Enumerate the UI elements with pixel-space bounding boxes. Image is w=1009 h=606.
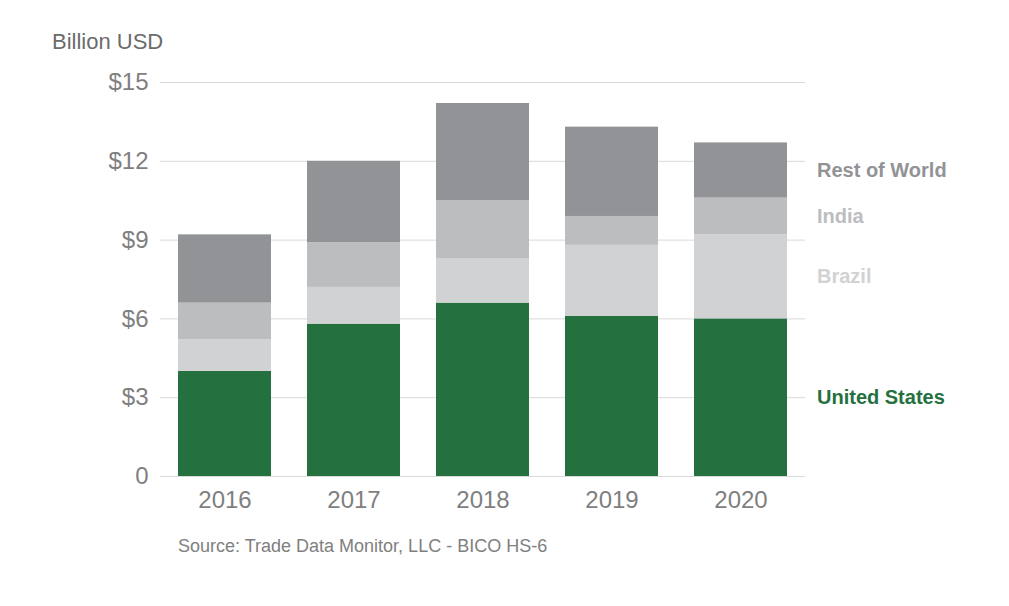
html-text:Billion USD: Billion USD <box>52 29 164 54</box>
svg-text:2018: 2018 <box>456 486 509 513</box>
svg-text:2019: 2019 <box>585 486 638 513</box>
svg-text:2017: 2017 <box>327 486 380 513</box>
svg-text:2016: 2016 <box>198 486 251 513</box>
svg-text:$6: $6 <box>122 305 149 332</box>
svg-text:0: 0 <box>135 462 148 489</box>
svg-text:$12: $12 <box>108 147 148 174</box>
svg-text:Brazil: Brazil <box>817 265 871 287</box>
svg-text:Rest of World: Rest of World <box>817 159 947 181</box>
svg-text:$15: $15 <box>108 68 148 95</box>
html-text:Source: Trade Data Monitor, LL: Source: Trade Data Monitor, LLC - BICO H… <box>178 536 548 556</box>
svg-text:India: India <box>817 205 865 227</box>
svg-text:$3: $3 <box>122 383 149 410</box>
svg-text:$9: $9 <box>122 226 149 253</box>
svg-text:United States: United States <box>817 386 945 408</box>
svg-text:2020: 2020 <box>714 486 767 513</box>
